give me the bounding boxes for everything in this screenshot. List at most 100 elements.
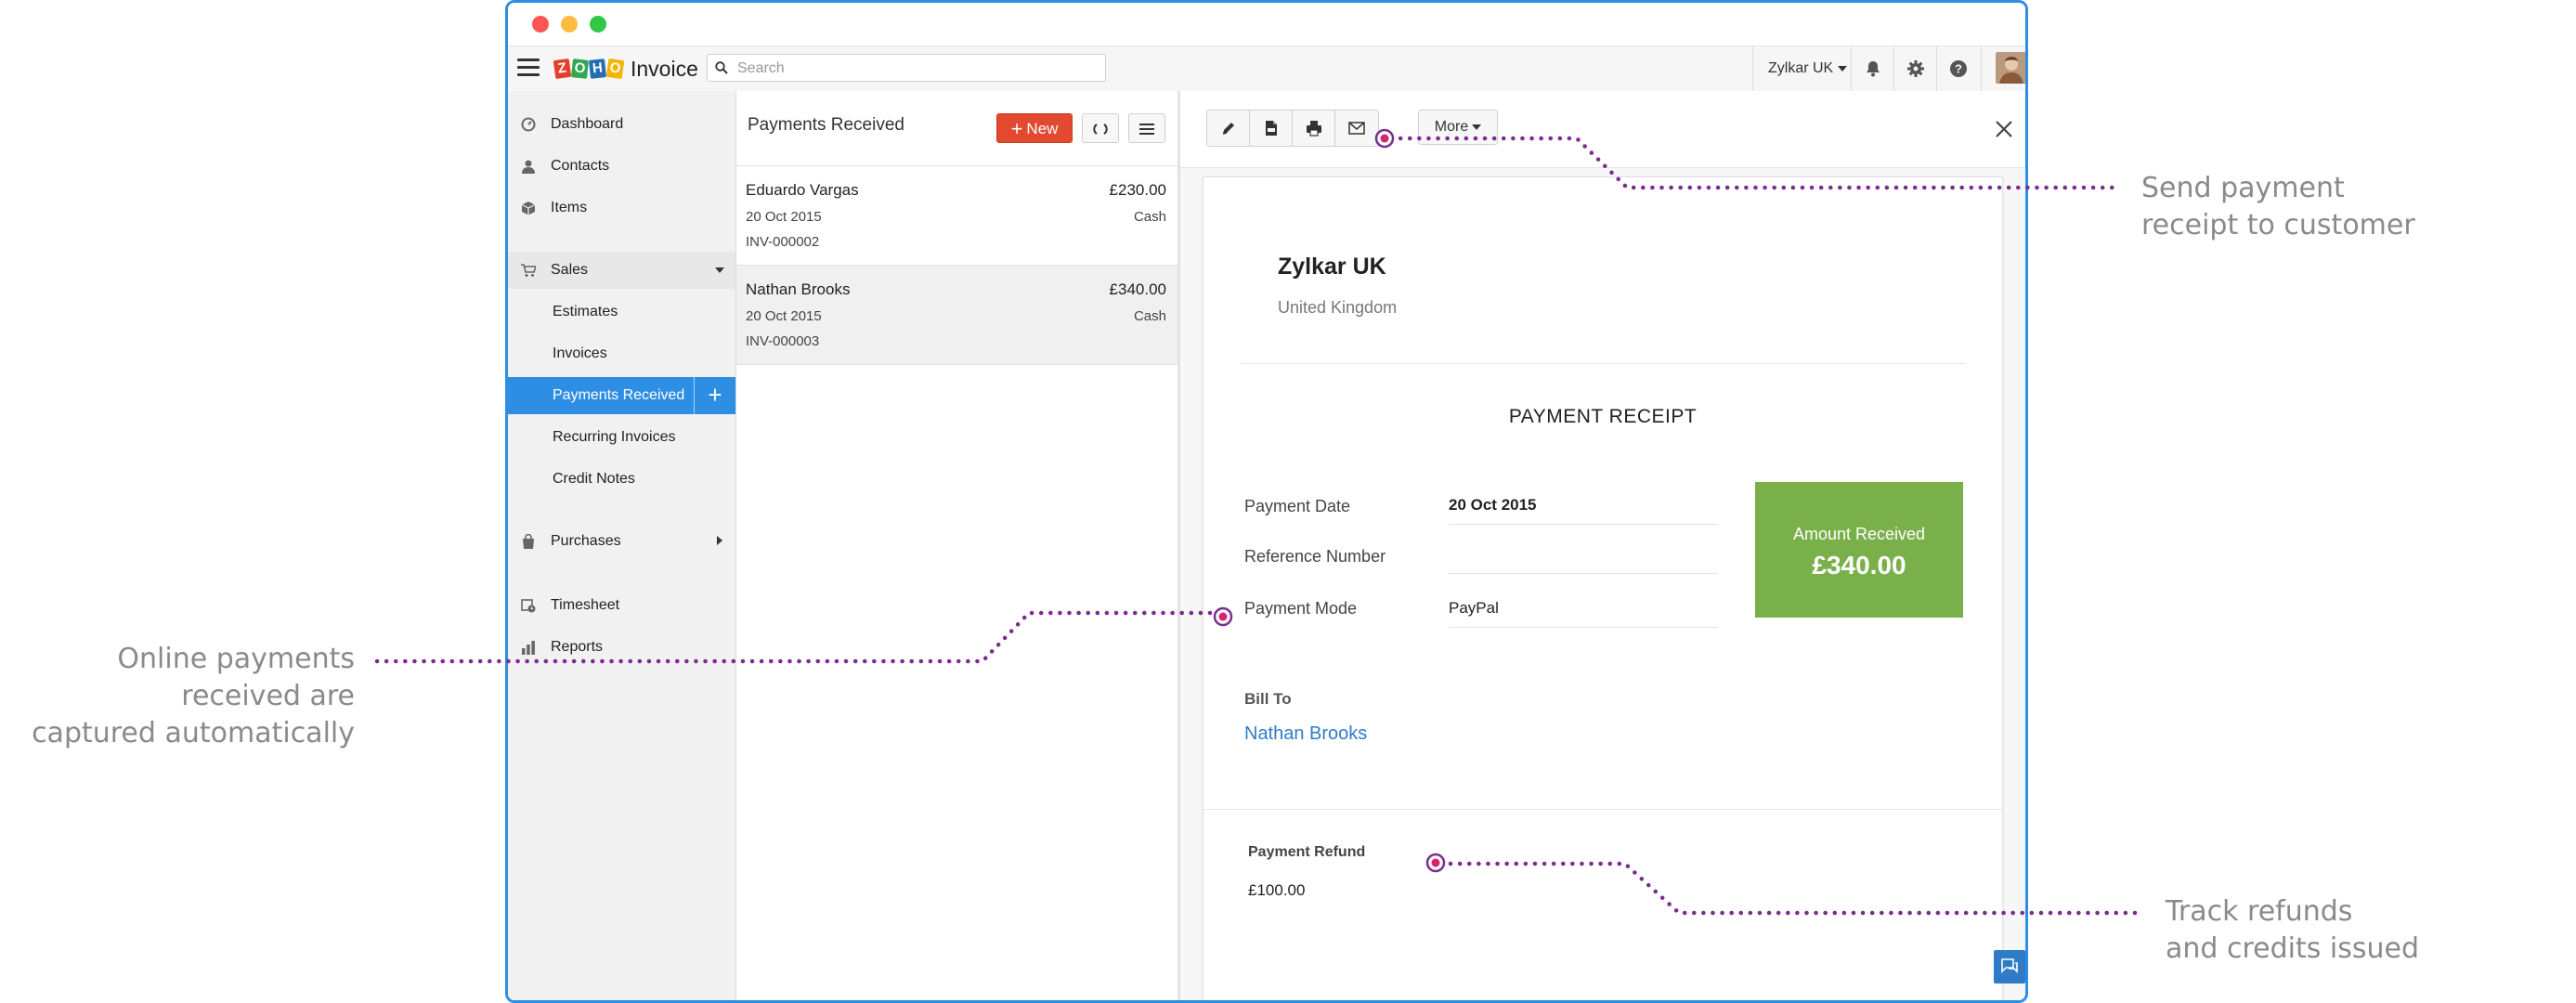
sidebar-item-invoices[interactable]: Invoices — [508, 335, 735, 372]
add-payment-button[interactable]: + — [694, 377, 735, 414]
divider — [1893, 46, 1894, 91]
amount-received-value: £340.00 — [1812, 551, 1906, 580]
reference-number-value — [1449, 545, 1718, 574]
payment-refund-label: Payment Refund — [1248, 844, 1366, 860]
sidebar-item-credit-notes[interactable]: Credit Notes — [508, 461, 735, 498]
divider — [1203, 809, 2002, 810]
payment-date-value: 20 Oct 2015 — [1449, 496, 1718, 525]
sidebar-item-label: Timesheet — [551, 597, 620, 613]
amount-received-box: Amount Received £340.00 — [1755, 482, 1963, 618]
edit-button[interactable] — [1207, 111, 1250, 146]
sidebar: Dashboard Contacts Items Sales Estimates… — [508, 91, 736, 1000]
sidebar-item-label: Estimates — [553, 304, 618, 319]
payment-mode-value: PayPal — [1449, 599, 1718, 628]
email-button[interactable] — [1335, 111, 1378, 146]
chevron-down-icon — [715, 267, 724, 273]
sidebar-item-sales[interactable]: Sales — [508, 252, 735, 289]
app-logo[interactable]: Z O H O Invoice — [553, 56, 698, 82]
callout-line: Online payments — [117, 643, 355, 675]
callout-line: received are — [181, 680, 355, 712]
search-input[interactable] — [735, 59, 1092, 79]
sidebar-item-estimates[interactable]: Estimates — [508, 293, 735, 331]
list-header: Payments Received + New — [736, 91, 1177, 166]
logo-letter: Z — [553, 58, 572, 80]
organization-country: United Kingdom — [1278, 298, 1398, 317]
minimize-window-button[interactable] — [561, 16, 578, 33]
chat-button[interactable] — [1994, 950, 2025, 983]
chevron-down-icon — [1838, 65, 1848, 72]
zoom-window-button[interactable] — [590, 16, 606, 33]
print-button[interactable] — [1293, 111, 1335, 146]
chat-icon — [2001, 958, 2018, 973]
sidebar-item-items[interactable]: Items — [508, 189, 735, 227]
pencil-icon — [1222, 123, 1234, 135]
sidebar-item-payments-received[interactable]: Payments Received + — [508, 377, 735, 414]
chevron-right-icon — [717, 536, 722, 545]
title-bar — [508, 3, 2025, 46]
more-button[interactable]: More — [1418, 110, 1498, 145]
list-menu-button[interactable] — [1128, 113, 1165, 143]
print-icon — [1307, 121, 1321, 137]
amount-received-label: Amount Received — [1792, 525, 1926, 543]
avatar[interactable] — [1996, 52, 2025, 84]
payment-amount: £230.00 — [1109, 181, 1166, 199]
sidebar-item-label: Recurring Invoices — [553, 429, 676, 445]
box-icon — [521, 202, 536, 215]
close-icon[interactable] — [1994, 119, 2014, 139]
callout-track-refunds: Track refunds and credits issued — [2166, 893, 2419, 968]
svg-text:?: ? — [1955, 62, 1962, 76]
list-item[interactable]: Nathan Brooks 20 Oct 2015 INV-000003 £34… — [736, 266, 1177, 365]
sidebar-item-reports[interactable]: Reports — [508, 629, 735, 666]
divider — [1241, 363, 1965, 364]
sidebar-item-purchases[interactable]: Purchases — [508, 523, 735, 560]
callout-line: Send payment — [2141, 172, 2345, 204]
bell-icon[interactable] — [1864, 59, 1882, 78]
sidebar-item-contacts[interactable]: Contacts — [508, 148, 735, 185]
close-window-button[interactable] — [532, 16, 549, 33]
pdf-icon — [1266, 121, 1277, 136]
list-title[interactable]: Payments Received — [748, 115, 904, 135]
plus-icon: + — [1010, 117, 1023, 140]
sidebar-item-label: Reports — [551, 639, 604, 655]
new-button-label: New — [1026, 120, 1059, 137]
payment-detail-panel: More Zylkar UK United Kingdom PAYMENT RE… — [1180, 91, 2025, 1000]
sidebar-item-label: Dashboard — [551, 116, 624, 132]
action-button-group — [1206, 110, 1379, 147]
callout-line: and credits issued — [2166, 932, 2420, 965]
logo-letter: O — [571, 59, 589, 79]
reports-icon — [522, 641, 535, 655]
payment-date: 20 Oct 2015 — [746, 209, 822, 225]
callout-online-payments: Online payments received are captured au… — [0, 641, 355, 752]
timesheet-icon — [521, 599, 536, 613]
payment-refund-value: £100.00 — [1248, 881, 1306, 899]
sidebar-item-timesheet[interactable]: Timesheet — [508, 587, 735, 624]
help-icon[interactable]: ? — [1949, 59, 1968, 78]
search-box — [707, 54, 1106, 82]
refresh-button[interactable] — [1082, 113, 1119, 143]
callout-line: Track refunds — [2166, 895, 2353, 928]
org-switcher[interactable]: Zylkar UK — [1752, 46, 1860, 91]
sidebar-item-label: Invoices — [553, 345, 607, 361]
sidebar-item-recurring-invoices[interactable]: Recurring Invoices — [508, 419, 735, 456]
mail-icon — [1348, 122, 1365, 135]
list-item[interactable]: Eduardo Vargas 20 Oct 2015 INV-000002 £2… — [736, 166, 1177, 266]
app-name: Invoice — [631, 56, 698, 81]
sidebar-item-label: Payments Received — [553, 387, 685, 403]
dashboard-icon — [521, 117, 536, 132]
sidebar-item-dashboard[interactable]: Dashboard — [508, 106, 735, 143]
new-payment-button[interactable]: + New — [996, 113, 1073, 143]
sidebar-item-label: Contacts — [551, 158, 610, 174]
divider — [1936, 46, 1937, 91]
pdf-button[interactable] — [1250, 111, 1293, 146]
hamburger-menu-icon[interactable] — [517, 59, 540, 77]
payment-date: 20 Oct 2015 — [746, 308, 822, 324]
callout-line: receipt to customer — [2141, 209, 2415, 241]
payments-list-panel: Payments Received + New Eduardo Vargas 20… — [736, 91, 1180, 1000]
divider — [1851, 46, 1852, 91]
invoice-number: INV-000003 — [746, 333, 820, 349]
payment-mode-label: Payment Mode — [1244, 599, 1358, 618]
gear-icon[interactable] — [1906, 59, 1925, 78]
sidebar-item-label: Items — [551, 200, 588, 215]
sidebar-item-label: Purchases — [551, 533, 621, 549]
bill-to-customer-link[interactable]: Nathan Brooks — [1244, 723, 1368, 744]
